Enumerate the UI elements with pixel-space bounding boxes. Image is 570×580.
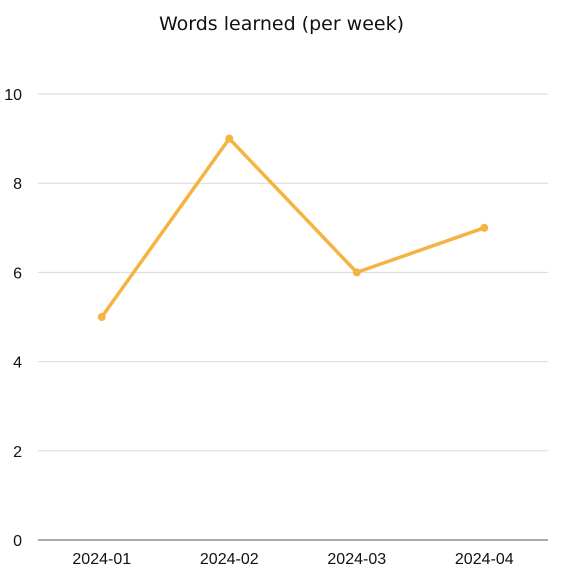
x-tick-label: 2024-02 [200,551,259,568]
data-point [352,268,361,277]
series-layer [97,134,489,321]
data-point [97,313,106,321]
y-tick-label: 10 [4,87,22,104]
y-tick-labels: 0 2 4 6 8 10 [4,87,22,550]
chart-title: Words learned (per week) [158,13,405,35]
gridlines [38,93,548,541]
y-tick-label: 2 [13,444,22,461]
series-line [100,136,486,319]
y-tick-label: 6 [13,265,22,282]
x-tick-label: 2024-04 [455,551,514,568]
y-tick-label: 0 [13,533,22,550]
x-tick-label: 2024-01 [72,551,131,568]
y-tick-label: 8 [13,176,22,193]
x-tick-label: 2024-03 [327,551,386,568]
data-point [480,223,489,232]
x-tick-labels: 2024-01 2024-02 2024-03 2024-04 [72,551,513,568]
y-tick-label: 4 [13,355,22,372]
data-point [225,134,234,143]
